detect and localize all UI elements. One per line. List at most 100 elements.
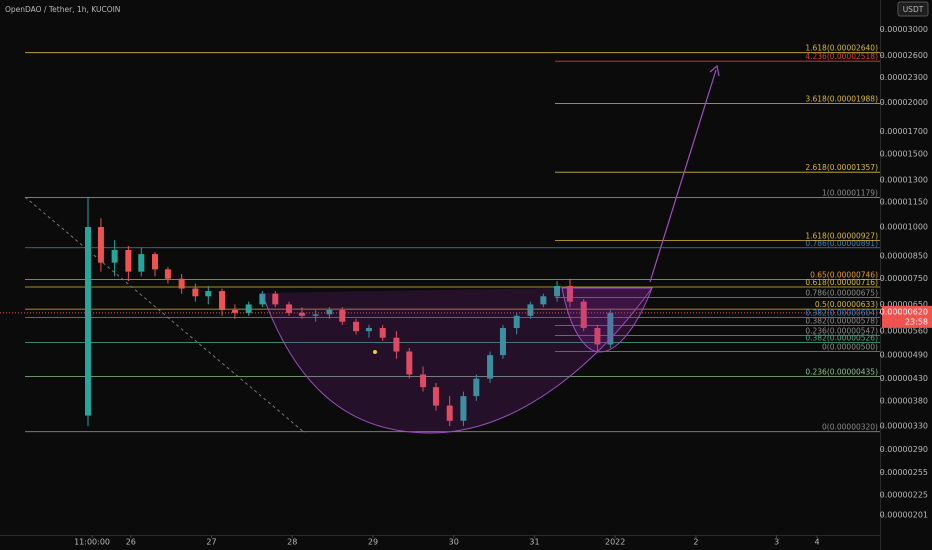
x-tick-label: 11:00:00 bbox=[74, 538, 110, 547]
y-tick-label: 0.00001300 bbox=[880, 175, 928, 184]
candle-body bbox=[379, 327, 386, 338]
y-tick-label: 0.00000255 bbox=[880, 468, 928, 477]
fib-label: 0.618(0.00000716) bbox=[805, 278, 878, 287]
fib-label: 4.236(0.00002518) bbox=[805, 52, 878, 61]
candle-body bbox=[85, 227, 91, 416]
fib-label: 0.236(0.00000547) bbox=[805, 326, 878, 335]
countdown-label: 23:58 bbox=[905, 317, 928, 326]
candle-body bbox=[192, 288, 199, 297]
last-price-label: 0.00000620 bbox=[880, 307, 928, 316]
candle-body bbox=[97, 227, 104, 263]
candle-body bbox=[446, 405, 453, 421]
trend-line bbox=[24, 196, 306, 434]
x-tick-label: 26 bbox=[126, 538, 136, 547]
candle-body bbox=[164, 269, 171, 279]
candle-body bbox=[245, 304, 252, 313]
x-tick-label: 29 bbox=[368, 538, 378, 547]
y-tick-label: 0.00003000 bbox=[880, 25, 928, 34]
candle-body bbox=[580, 301, 587, 328]
y-tick-label: 0.00000201 bbox=[880, 511, 928, 520]
cup-fill bbox=[262, 288, 652, 433]
fib-label: 0.382(0.00000526) bbox=[805, 333, 878, 342]
y-tick-label: 0.00002600 bbox=[880, 51, 928, 60]
candle-body bbox=[420, 374, 427, 388]
candle-body bbox=[298, 312, 305, 316]
candle-body bbox=[219, 291, 226, 311]
y-tick-label: 0.00000750 bbox=[880, 274, 928, 283]
x-tick-label: 30 bbox=[449, 538, 459, 547]
candle-body bbox=[111, 249, 118, 263]
candle-body bbox=[499, 327, 506, 356]
candle-body bbox=[406, 351, 413, 375]
y-tick-label: 0.00000330 bbox=[880, 422, 928, 431]
candle-body bbox=[259, 293, 266, 305]
arrow-head bbox=[709, 64, 720, 77]
currency-label[interactable]: USDT bbox=[903, 5, 924, 14]
handle-arc bbox=[561, 287, 653, 353]
candle-body bbox=[487, 355, 494, 379]
fib-label: 1.618(0.00002640) bbox=[805, 44, 878, 53]
x-tick-label: 27 bbox=[206, 538, 216, 547]
y-tick-label: 0.00000430 bbox=[880, 374, 928, 383]
candle-body bbox=[205, 291, 212, 297]
x-tick-label: 2 bbox=[693, 538, 698, 547]
x-tick-label: 2022 bbox=[605, 538, 625, 547]
fib-label: 0.65(0.00000746) bbox=[810, 271, 878, 280]
fib-label: 0.786(0.00000675) bbox=[805, 289, 878, 298]
y-tick-label: 0.00001700 bbox=[880, 127, 928, 136]
y-tick-label: 0.00000490 bbox=[880, 351, 928, 360]
candle-body bbox=[231, 310, 238, 313]
candle-body bbox=[138, 254, 145, 272]
fib-label: 1(0.00001179) bbox=[822, 188, 878, 197]
candle-body bbox=[339, 310, 346, 322]
plot: 0.00003000 0.00002600 0.00002300 0.00002000… bbox=[0, 25, 932, 547]
last-price-badge bbox=[882, 305, 932, 328]
candle-body bbox=[178, 278, 185, 289]
candle-body bbox=[365, 327, 372, 332]
candle-body bbox=[152, 254, 159, 270]
currency-button[interactable] bbox=[897, 1, 929, 17]
fib-label: 0.786(0.00000891) bbox=[805, 239, 878, 248]
x-tick-label: 31 bbox=[529, 538, 539, 547]
fib-label: 0.382(0.00000604) bbox=[805, 309, 878, 318]
y-tick-label: 0.00000650 bbox=[880, 300, 928, 309]
candle-body bbox=[607, 312, 614, 345]
candle-body bbox=[286, 304, 293, 313]
symbol-title: OpenDAO / Tether, 1h, KUCOIN bbox=[5, 5, 120, 14]
candle-body bbox=[460, 396, 467, 421]
y-tick-label: 0.00000560 bbox=[880, 327, 928, 336]
candle-body bbox=[272, 293, 279, 305]
marker-dot bbox=[373, 350, 377, 354]
y-tick-label: 0.00000290 bbox=[880, 445, 928, 454]
candle-body bbox=[540, 296, 547, 305]
x-tick-label: 28 bbox=[287, 538, 297, 547]
candle-body bbox=[326, 310, 333, 315]
candle-body bbox=[513, 315, 520, 328]
y-tick-label: 0.00002000 bbox=[880, 98, 928, 107]
candle-body bbox=[594, 327, 601, 345]
candle-body bbox=[353, 321, 360, 332]
candle-body bbox=[554, 286, 561, 297]
fib-label: 0.382(0.00000578) bbox=[805, 316, 878, 325]
x-tick-label: 3 bbox=[774, 538, 779, 547]
y-tick-label: 0.00002300 bbox=[880, 73, 928, 82]
candle-body bbox=[527, 304, 534, 316]
fib-label: 0(0.00000320) bbox=[822, 423, 878, 432]
candle-body bbox=[393, 337, 400, 352]
fib-label: 0.236(0.00000435) bbox=[805, 368, 878, 377]
fib-label: 0(0.00000500) bbox=[822, 343, 878, 352]
y-tick-label: 0.00001500 bbox=[880, 150, 928, 159]
candle-body bbox=[312, 314, 319, 316]
y-tick-label: 0.00000850 bbox=[880, 252, 928, 261]
fib-label: 3.618(0.00001988) bbox=[805, 95, 878, 104]
x-tick-label: 4 bbox=[814, 538, 819, 547]
fib-label: 0.5(0.00000633) bbox=[815, 300, 878, 309]
fib-label: 1.618(0.00000927) bbox=[805, 232, 878, 241]
y-tick-label: 0.00001150 bbox=[880, 197, 928, 206]
candle-body bbox=[566, 286, 573, 302]
candle-body bbox=[432, 387, 439, 406]
y-tick-label: 0.00001000 bbox=[880, 223, 928, 232]
fib-label: 2.618(0.00001357) bbox=[805, 163, 878, 172]
